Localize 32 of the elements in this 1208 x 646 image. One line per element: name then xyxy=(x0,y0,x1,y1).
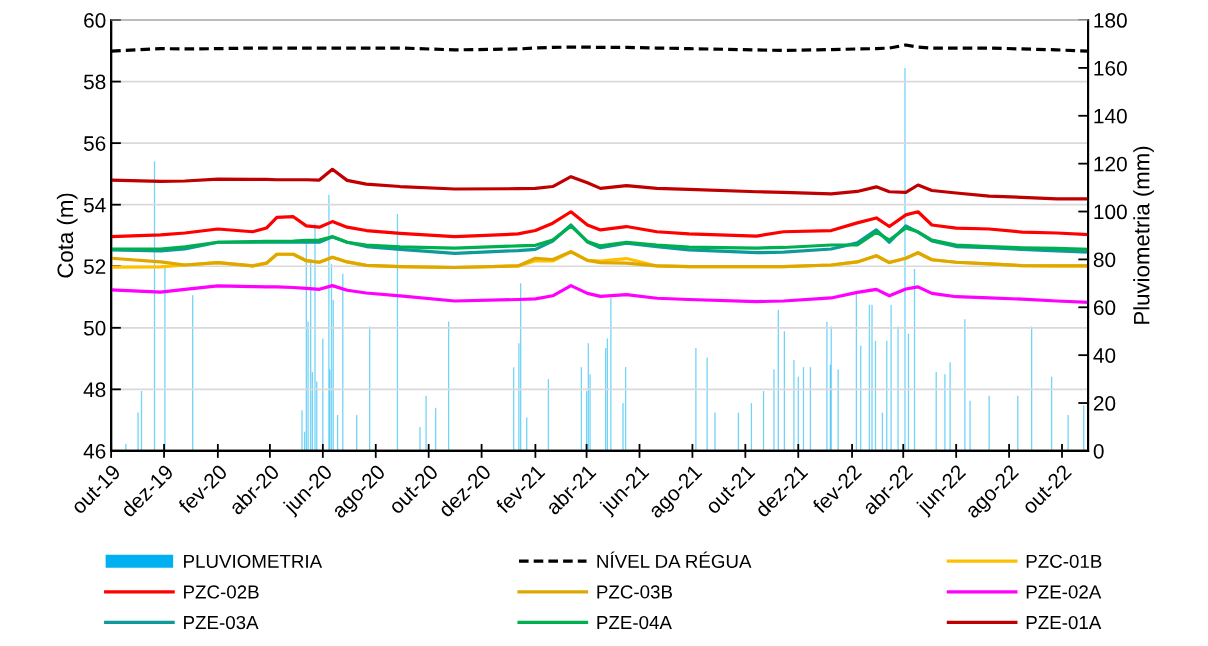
legend-label: PZE-02A xyxy=(1026,585,1102,599)
legend-label: PZC-01B xyxy=(1026,554,1102,568)
y2-tick-label: 140 xyxy=(1094,108,1127,124)
y2-tick-label: 60 xyxy=(1093,300,1116,316)
y-tick-label: 46 xyxy=(83,443,106,459)
line-series xyxy=(111,210,1089,239)
y2-tick-label: 40 xyxy=(1093,348,1116,363)
legend-label: PZE-03A xyxy=(184,615,259,630)
y-axis-title: Cota (m) xyxy=(56,193,78,278)
legend-label: PZE-01A xyxy=(1026,615,1102,630)
legend-label: PZC-02B xyxy=(184,585,259,599)
y-tick-label: 58 xyxy=(83,74,106,90)
legend-label: PZC-03B xyxy=(597,585,673,599)
y-tick-label: 48 xyxy=(83,382,106,398)
y2-tick-label: 0 xyxy=(1093,443,1104,459)
y2-tick-label: 20 xyxy=(1093,396,1116,411)
y2-tick-label: 160 xyxy=(1094,60,1127,76)
legend-label: PZE-04A xyxy=(597,615,672,630)
line-series xyxy=(111,167,1089,201)
y2-tick-label: 100 xyxy=(1094,204,1127,220)
legend-label: PLUVIOMETRIA xyxy=(184,554,323,568)
y2-tick-label: 180 xyxy=(1094,13,1127,28)
y2-axis-title: Pluviometria (mm) xyxy=(1133,146,1154,324)
y2-tick-label: 80 xyxy=(1093,252,1116,268)
legend-label: NÍVEL DA RÉGUA xyxy=(597,551,752,568)
line-series xyxy=(111,284,1089,304)
y-tick-label: 56 xyxy=(83,136,106,151)
y-tick-label: 54 xyxy=(83,197,106,213)
y2-tick-label: 120 xyxy=(1094,156,1127,172)
y-tick-label: 60 xyxy=(84,13,106,28)
y-tick-label: 50 xyxy=(83,320,106,336)
y-tick-label: 52 xyxy=(83,259,106,274)
